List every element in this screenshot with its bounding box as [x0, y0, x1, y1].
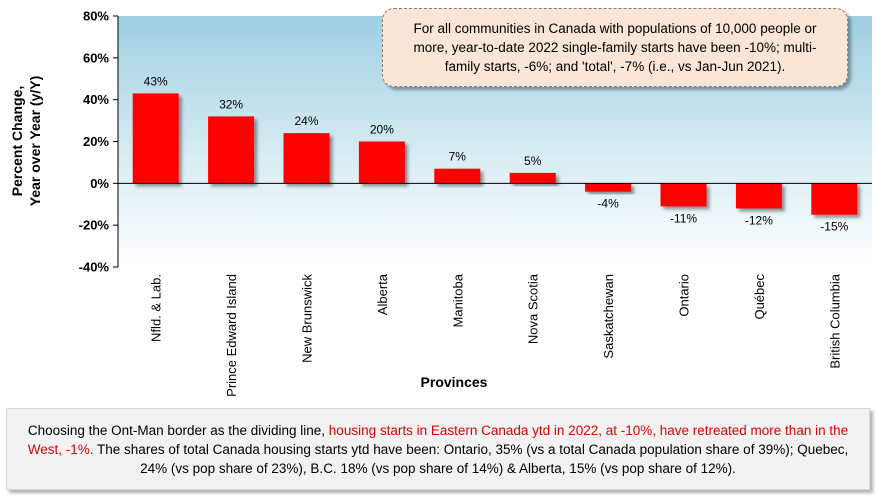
bar — [283, 133, 330, 184]
bar-data-label: 20% — [370, 123, 394, 137]
x-category-label: New Brunswick — [300, 274, 315, 363]
bar — [509, 172, 556, 184]
footnote-text-part3: The shares of total Canada housing start… — [93, 442, 849, 476]
bar-data-label: 32% — [219, 97, 243, 111]
x-category-label: Alberta — [375, 273, 390, 315]
bar — [660, 183, 707, 207]
x-category-label: British Columbia — [827, 273, 842, 368]
footnote-highlight: housing starts in Eastern Canada ytd in … — [27, 423, 849, 457]
summary-callout-text: For all communities in Canada with popul… — [413, 21, 817, 74]
bar-data-label: 24% — [294, 114, 318, 128]
bar — [132, 93, 179, 184]
y-tick-label: -40% — [79, 260, 110, 275]
summary-callout: For all communities in Canada with popul… — [382, 8, 848, 87]
x-category-label: Ontario — [677, 274, 692, 317]
bar — [358, 141, 405, 184]
bar-data-label: 43% — [144, 74, 168, 88]
footnote-text-part1: Choosing the Ont-Man border as the divid… — [27, 423, 329, 438]
y-tick-label: 80% — [83, 9, 109, 24]
x-axis-title: Provinces — [421, 374, 488, 390]
x-category-label: Manitoba — [450, 273, 465, 327]
y-tick-label: 60% — [83, 50, 109, 65]
y-tick-label: 20% — [83, 134, 109, 149]
bar — [811, 183, 858, 215]
bar-data-label: 5% — [524, 154, 542, 168]
x-category-label: Saskatchewan — [601, 274, 616, 359]
bar-data-label: 7% — [449, 150, 467, 164]
bar — [434, 168, 481, 184]
bar — [735, 183, 782, 209]
bar-data-label: -4% — [597, 197, 619, 211]
y-axis-title-line2: Year over Year (y/Y) — [27, 76, 43, 207]
bar — [208, 116, 255, 184]
y-tick-label: -20% — [79, 218, 110, 233]
x-category-label: Nova Scotia — [526, 273, 541, 344]
y-tick-label: 0% — [90, 176, 109, 191]
x-category-label: Nfld. & Lab. — [149, 274, 164, 342]
bar — [585, 183, 632, 192]
x-category-label: Prince Edward Island — [224, 274, 239, 397]
x-category-label: Québec — [752, 274, 767, 320]
bar-data-label: -11% — [670, 211, 697, 225]
bar-data-label: -12% — [745, 213, 773, 227]
y-axis-title-line1: Percent Change, — [9, 86, 25, 196]
bar-data-label: -15% — [820, 220, 848, 234]
y-tick-label: 40% — [83, 92, 109, 107]
footnote-box: Choosing the Ont-Man border as the divid… — [6, 408, 870, 490]
